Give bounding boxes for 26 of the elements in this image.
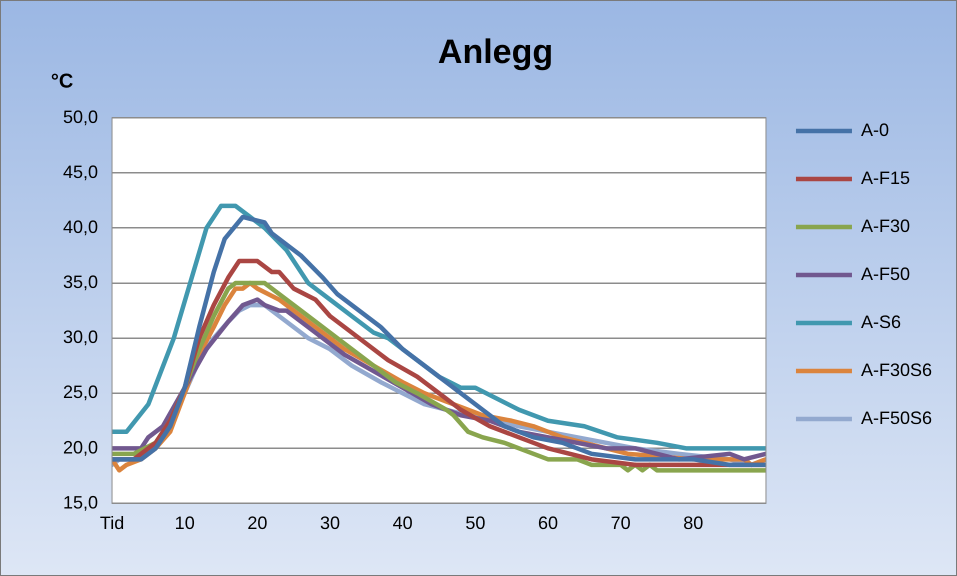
x-tick-label: 20 xyxy=(247,513,268,534)
y-tick-label: 45,0 xyxy=(62,162,98,182)
legend-label: A-F30S6 xyxy=(860,360,932,380)
y-tick-label: 35,0 xyxy=(62,272,98,292)
y-tick-label: 40,0 xyxy=(62,216,98,237)
x-tick-label: 60 xyxy=(538,513,558,534)
legend-label: A-0 xyxy=(860,120,889,140)
legend-label: A-F50 xyxy=(860,264,910,284)
legend-label: A-S6 xyxy=(860,312,901,332)
y-tick-label: 15,0 xyxy=(62,492,98,512)
chart-title: Anlegg xyxy=(438,32,554,71)
x-tick-label: 80 xyxy=(683,513,704,534)
y-axis-title: °C xyxy=(50,70,74,92)
y-tick-label: 50,0 xyxy=(62,106,98,127)
y-tick-label: 25,0 xyxy=(62,382,98,402)
legend-label: A-F15 xyxy=(860,168,910,188)
legend-label: A-F50S6 xyxy=(860,408,932,428)
x-tick-label: 70 xyxy=(610,513,631,534)
x-tick-label: 30 xyxy=(320,513,340,534)
y-tick-label: 20,0 xyxy=(62,437,98,458)
x-tick-label: 10 xyxy=(174,513,195,534)
x-tick-label: 50 xyxy=(465,513,486,534)
legend-label: A-F30 xyxy=(860,216,910,236)
x-tick-label: 40 xyxy=(392,513,413,534)
y-tick-label: 30,0 xyxy=(62,327,98,348)
x-tick-label: Tid xyxy=(100,513,124,534)
